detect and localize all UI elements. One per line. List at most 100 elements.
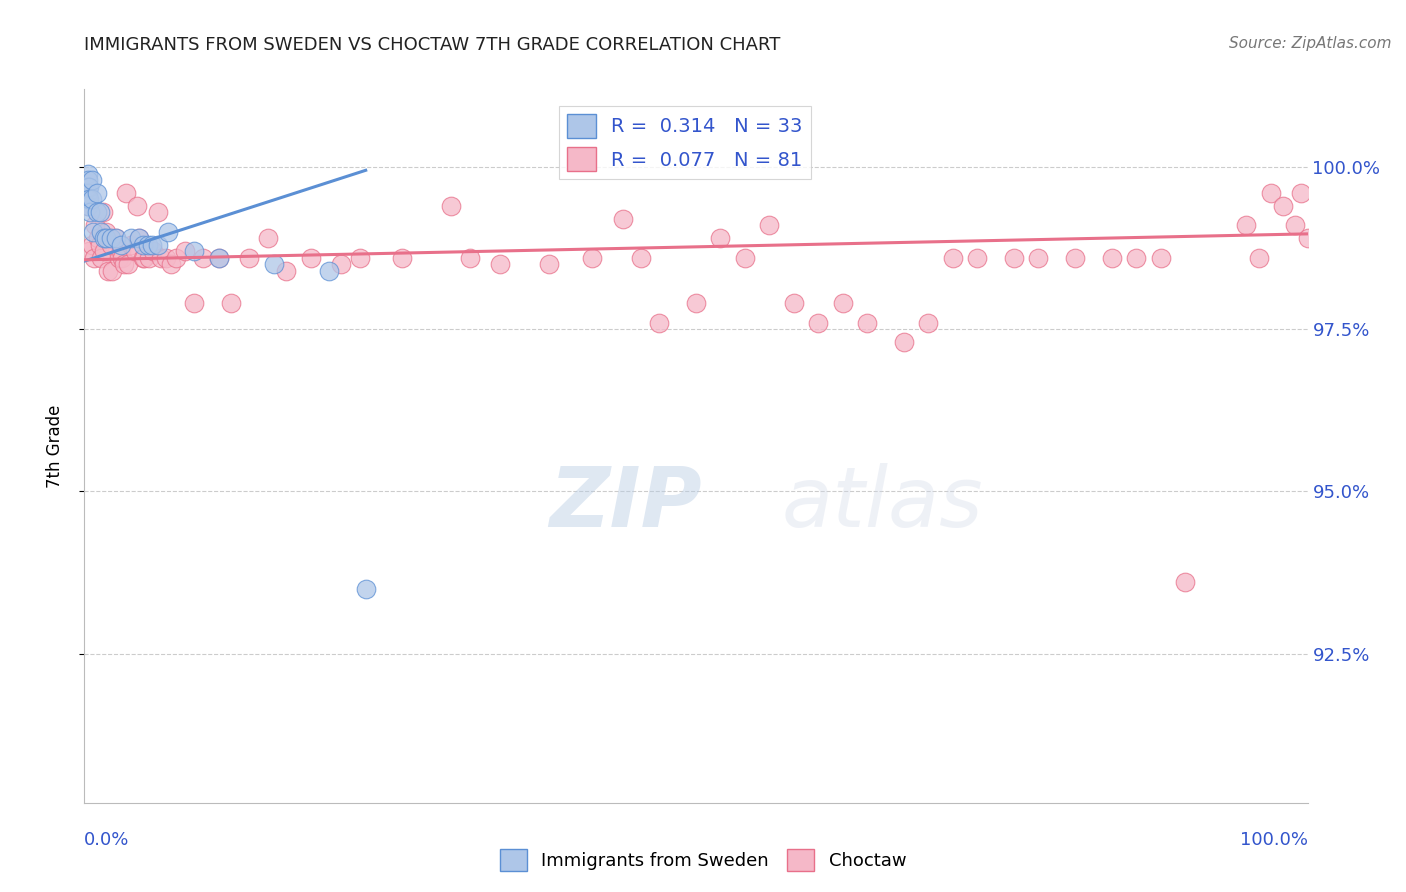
Point [831,296,853,310]
Y-axis label: 7th Grade: 7th Grade [45,404,63,488]
Point [87,231,110,245]
Point [77,193,100,207]
Point [77,193,100,207]
Point [97,231,120,245]
Point [100,231,122,245]
Point [90,251,112,265]
Point [90,225,112,239]
Point [1150,251,1173,265]
Point [208,251,231,265]
Point [79,205,101,219]
Point [107,251,129,265]
Point [141,238,163,252]
Point [758,219,780,233]
Point [1291,186,1313,200]
Point [893,335,915,350]
Point [191,251,214,265]
Point [942,251,965,265]
Point [93,231,115,245]
Point [783,296,806,310]
Point [165,251,187,265]
Point [1284,219,1306,233]
Point [1174,575,1197,590]
Point [97,264,120,278]
Point [128,231,150,245]
Point [80,238,103,252]
Point [89,205,111,219]
Point [354,582,377,596]
Point [128,231,150,245]
Text: atlas: atlas [782,463,983,543]
Point [112,257,135,271]
Point [391,251,413,265]
Point [1064,251,1087,265]
Point [612,211,634,226]
Point [318,264,340,278]
Point [1125,251,1147,265]
Point [349,251,371,265]
Point [84,219,107,233]
Point [489,257,512,271]
Point [146,205,169,219]
Point [917,316,939,330]
Point [330,257,353,271]
Point [110,238,132,252]
Point [146,238,169,252]
Point [86,205,108,219]
Point [156,225,179,239]
Point [86,186,108,200]
Point [173,244,195,259]
Point [125,199,148,213]
Point [77,173,100,187]
Point [276,264,298,278]
Point [77,199,100,213]
Text: ZIP: ZIP [550,463,702,543]
Point [134,251,156,265]
Point [155,251,177,265]
Point [1272,199,1295,213]
Point [80,173,103,187]
Point [136,238,159,252]
Point [238,251,260,265]
Point [77,179,100,194]
Point [807,316,830,330]
Point [82,225,104,239]
Point [440,199,463,213]
Point [183,296,205,310]
Point [100,238,122,252]
Point [257,231,280,245]
Point [709,231,731,245]
Point [132,238,155,252]
Point [458,251,481,265]
Point [110,244,132,259]
Point [120,231,142,245]
Point [734,251,756,265]
Point [77,199,100,213]
Point [77,167,100,181]
Point [581,251,603,265]
Point [120,238,142,252]
Point [648,316,671,330]
Point [77,186,100,200]
Point [142,244,165,259]
Point [77,244,100,259]
Point [1236,219,1258,233]
Point [299,251,322,265]
Text: 0.0%: 0.0% [84,831,129,849]
Point [966,251,988,265]
Text: IMMIGRANTS FROM SWEDEN VS CHOCTAW 7TH GRADE CORRELATION CHART: IMMIGRANTS FROM SWEDEN VS CHOCTAW 7TH GR… [84,36,780,54]
Point [80,193,103,207]
Point [208,251,231,265]
Point [1296,231,1319,245]
Point [101,264,124,278]
Point [856,316,879,330]
Point [115,186,138,200]
Point [263,257,285,271]
Point [160,257,183,271]
Point [83,251,105,265]
Point [89,238,111,252]
Point [1101,251,1123,265]
Point [117,257,139,271]
Point [105,231,128,245]
Point [93,244,115,259]
